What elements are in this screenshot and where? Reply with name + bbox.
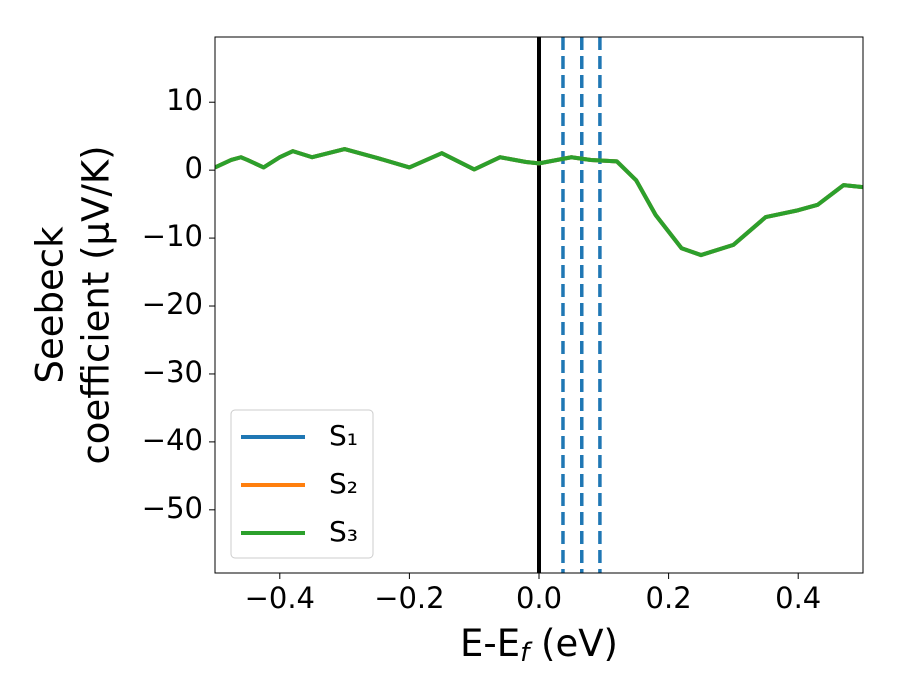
y-tick-label: −40 <box>142 423 203 457</box>
legend-label: S₂ <box>329 467 358 500</box>
x-tick-label: 0.0 <box>516 581 562 615</box>
y-tick-label: −10 <box>142 219 203 253</box>
plot-frame <box>214 36 864 574</box>
y-tick-label: 0 <box>185 151 203 185</box>
y-axis-label-line: Seebeck <box>29 226 72 384</box>
x-tick-label: −0.4 <box>245 581 315 615</box>
y-tick-label: −20 <box>142 287 203 321</box>
x-axis-label: E-Ef (eV) <box>460 622 618 668</box>
x-tick-label: −0.2 <box>374 581 444 615</box>
y-tick-label: −50 <box>142 491 203 525</box>
x-tick-label: 0.2 <box>646 581 692 615</box>
legend-label: S₁ <box>329 419 358 452</box>
legend-label: S₃ <box>329 515 358 548</box>
y-axis-label-line: coefficient (μV/K) <box>75 145 118 464</box>
y-tick-label: 10 <box>166 83 203 117</box>
y-axis-label: Seebeck coefficient (μV/K) <box>29 145 118 464</box>
x-tick-label: 0.4 <box>775 581 821 615</box>
y-tick-label: −30 <box>142 355 203 389</box>
line-series <box>215 147 863 258</box>
